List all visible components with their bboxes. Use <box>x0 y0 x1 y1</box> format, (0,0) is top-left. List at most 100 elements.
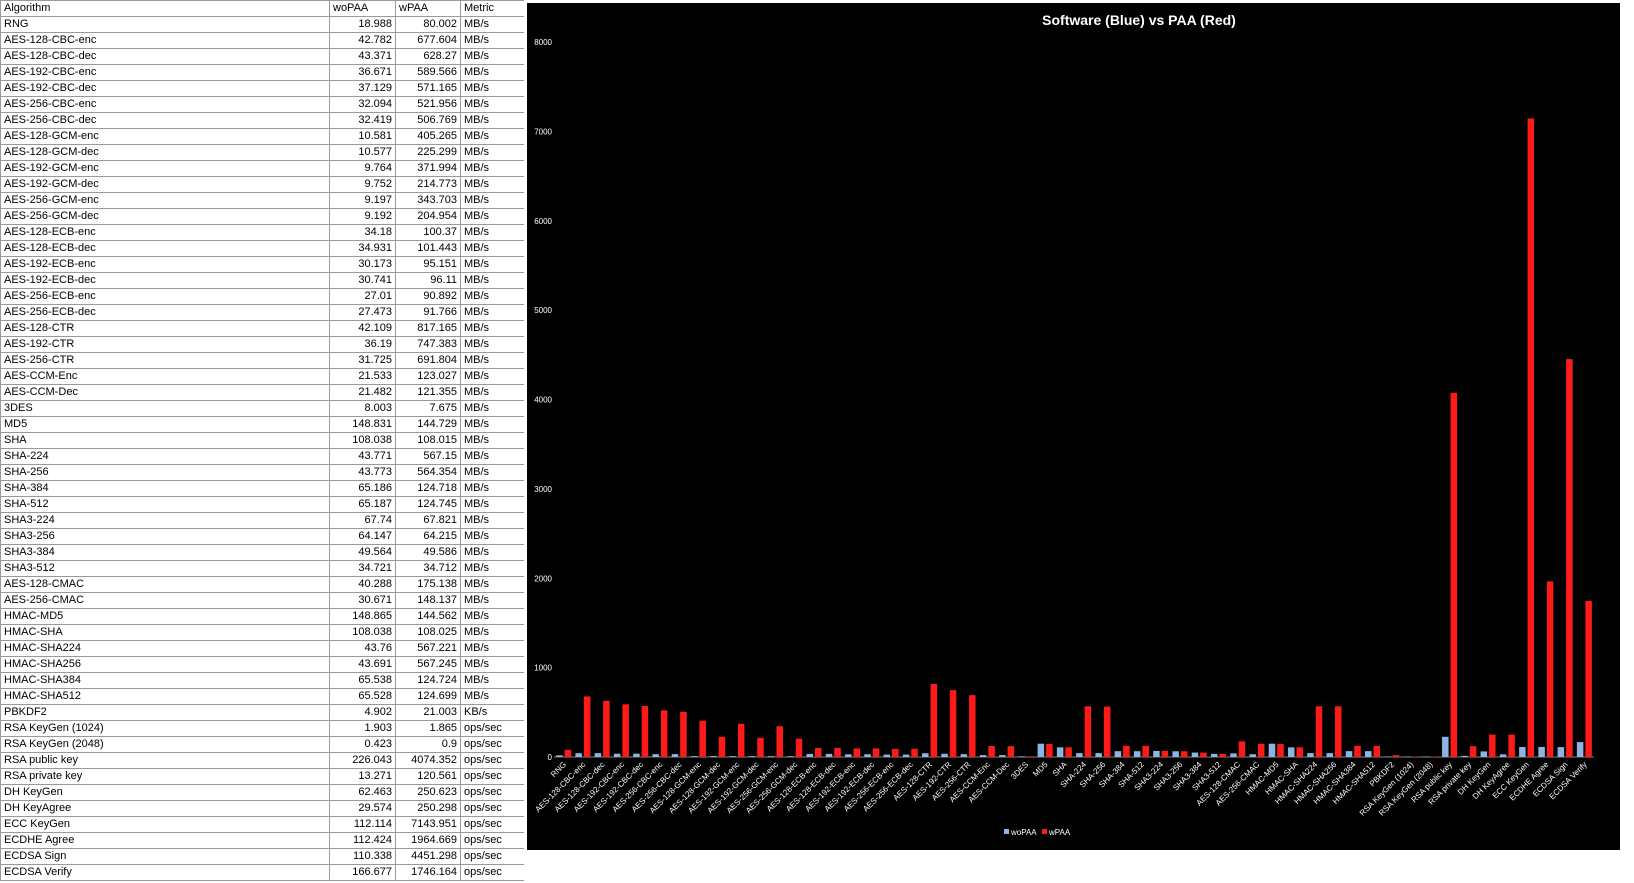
cell-algorithm: ECC KeyGen <box>0 816 330 833</box>
cell-metric: MB/s <box>460 352 525 369</box>
table-row: AES-256-CBC-dec 32.419 506.769 MB/s <box>0 112 525 129</box>
cell-wpaa: 567.15 <box>395 448 461 465</box>
cell-algorithm: HMAC-SHA <box>0 624 330 641</box>
cell-wopaa: 9.197 <box>329 192 396 209</box>
cell-wpaa: 214.773 <box>395 176 461 193</box>
cell-metric: MB/s <box>460 624 525 641</box>
cell-metric: ops/sec <box>460 848 525 865</box>
cell-wopaa: 34.18 <box>329 224 396 241</box>
cell-wpaa: 124.724 <box>395 672 461 689</box>
bar-wpaa <box>795 738 803 757</box>
bar-wopaa <box>999 755 1006 757</box>
bar-wpaa <box>680 711 687 757</box>
bar-wpaa <box>583 696 591 757</box>
bar-wpaa <box>834 747 841 757</box>
bar-wopaa <box>1268 743 1276 757</box>
bar-wpaa <box>815 748 822 757</box>
legend-label-wopaa: woPAA <box>1010 828 1037 837</box>
cell-metric: MB/s <box>460 80 525 97</box>
cell-wpaa: 7143.951 <box>395 816 461 833</box>
header-metric: Metric <box>460 0 525 17</box>
bar-wpaa <box>1431 756 1438 757</box>
cell-wpaa: 108.015 <box>395 432 461 449</box>
cell-wopaa: 18.988 <box>329 16 396 33</box>
table-row: SHA 108.038 108.015 MB/s <box>0 432 525 449</box>
cell-metric: MB/s <box>460 64 525 81</box>
bar-wpaa <box>1065 747 1072 757</box>
bar-wopaa <box>1249 754 1256 757</box>
bar-wopaa <box>1480 751 1488 757</box>
cell-wpaa: 34.712 <box>395 560 461 577</box>
legend-swatch-wopaa <box>1004 829 1009 834</box>
table-row: SHA-512 65.187 124.745 MB/s <box>0 496 525 513</box>
bar-wpaa <box>969 695 976 757</box>
cell-metric: MB/s <box>460 320 525 337</box>
bar-wopaa <box>767 756 775 757</box>
cell-algorithm: AES-192-ECB-enc <box>0 256 330 273</box>
bar-wpaa <box>1508 734 1515 757</box>
cell-metric: MB/s <box>460 96 525 113</box>
cell-algorithm: RSA private key <box>0 768 330 785</box>
cell-wopaa: 30.671 <box>329 592 396 609</box>
cell-algorithm: AES-CCM-Enc <box>0 368 330 385</box>
cell-wpaa: 144.562 <box>395 608 461 625</box>
bars-group <box>556 118 1592 757</box>
table-row: AES-192-GCM-enc 9.764 371.994 MB/s <box>0 160 525 177</box>
cell-wopaa: 226.043 <box>329 752 396 769</box>
cell-metric: KB/s <box>460 704 525 721</box>
cell-wopaa: 21.482 <box>329 384 396 401</box>
cell-wpaa: 148.137 <box>395 592 461 609</box>
table-row: AES-256-CBC-enc 32.094 521.956 MB/s <box>0 96 525 113</box>
cell-wpaa: 175.138 <box>395 576 461 593</box>
cell-metric: MB/s <box>460 384 525 401</box>
cell-wopaa: 42.782 <box>329 32 396 49</box>
cell-wopaa: 29.574 <box>329 800 396 817</box>
cell-metric: ops/sec <box>460 864 525 881</box>
table-row: SHA-224 43.771 567.15 MB/s <box>0 448 525 465</box>
table-row: AES-256-GCM-enc 9.197 343.703 MB/s <box>0 192 525 209</box>
bar-wopaa <box>1345 751 1353 757</box>
cell-wpaa: 144.729 <box>395 416 461 433</box>
table-row: AES-128-CMAC 40.288 175.138 MB/s <box>0 576 525 593</box>
cell-wopaa: 21.533 <box>329 368 396 385</box>
table-row: SHA3-512 34.721 34.712 MB/s <box>0 560 525 577</box>
table-row: AES-192-GCM-dec 9.752 214.773 MB/s <box>0 176 525 193</box>
table-row: AES-128-CTR 42.109 817.165 MB/s <box>0 320 525 337</box>
bar-wopaa <box>1037 743 1045 757</box>
cell-metric: MB/s <box>460 544 525 561</box>
table-row: 3DES 8.003 7.675 MB/s <box>0 400 525 417</box>
cell-wopaa: 166.677 <box>329 864 396 881</box>
table-row: AES-256-ECB-enc 27.01 90.892 MB/s <box>0 288 525 305</box>
bar-wopaa <box>594 753 602 757</box>
cell-wopaa: 0.423 <box>329 736 396 753</box>
cell-algorithm: SHA <box>0 432 330 449</box>
bar-wopaa <box>922 753 929 757</box>
cell-metric: MB/s <box>460 256 525 273</box>
cell-metric: MB/s <box>460 368 525 385</box>
cell-wopaa: 67.74 <box>329 512 396 529</box>
cell-metric: MB/s <box>460 160 525 177</box>
bar-wpaa <box>1277 744 1284 757</box>
header-wopaa: woPAA <box>329 0 396 17</box>
y-tick-label: 3000 <box>534 485 552 494</box>
table-row: HMAC-MD5 148.865 144.562 MB/s <box>0 608 525 625</box>
cell-wopaa: 110.338 <box>329 848 396 865</box>
table-row: SHA3-256 64.147 64.215 MB/s <box>0 528 525 545</box>
bar-wopaa <box>710 756 717 757</box>
bar-wpaa <box>1469 746 1477 757</box>
cell-wopaa: 40.288 <box>329 576 396 593</box>
bar-wopaa <box>1095 753 1102 757</box>
cell-wpaa: 120.561 <box>395 768 461 785</box>
cell-metric: MB/s <box>460 112 525 129</box>
cell-wopaa: 1.903 <box>329 720 396 737</box>
table-row: HMAC-SHA512 65.528 124.699 MB/s <box>0 688 525 705</box>
bar-wopaa <box>1287 747 1295 757</box>
cell-wpaa: 747.383 <box>395 336 461 353</box>
table-row: AES-192-ECB-dec 30.741 96.11 MB/s <box>0 272 525 289</box>
cell-wopaa: 34.931 <box>329 240 396 257</box>
bar-wopaa <box>1172 751 1179 757</box>
cell-algorithm: 3DES <box>0 400 330 417</box>
legend-swatch-wpaa <box>1042 829 1047 834</box>
bar-wopaa <box>575 753 582 757</box>
cell-wpaa: 67.821 <box>395 512 461 529</box>
